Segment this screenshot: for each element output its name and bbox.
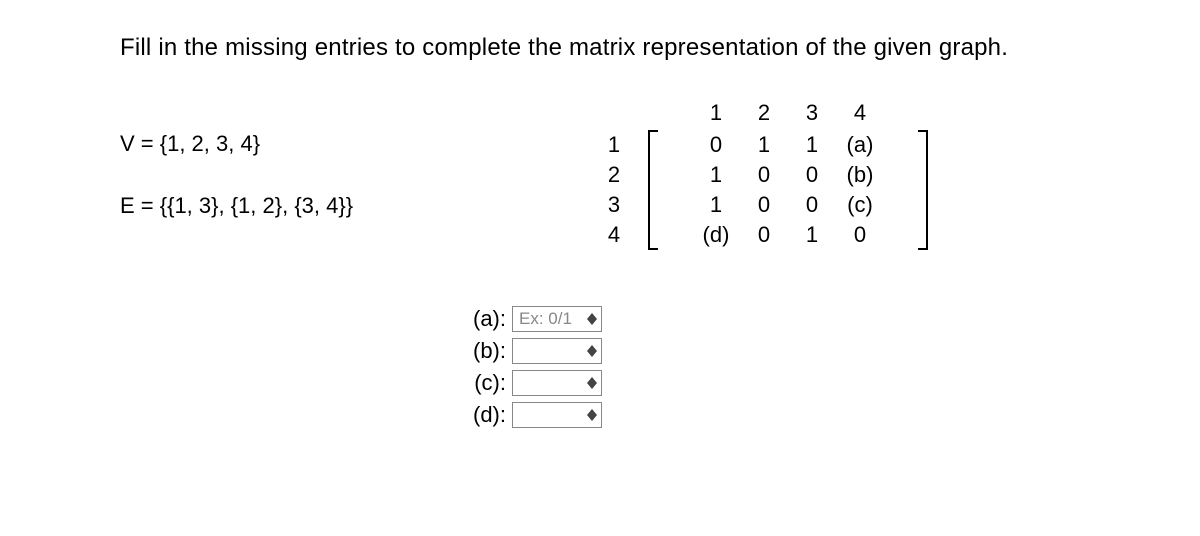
matrix-cell: 0 (692, 130, 740, 160)
matrix-cell: 1 (788, 130, 836, 160)
answer-inputs: (a): Ex: 0/1 (b): (c): (460, 306, 1080, 428)
stepper-icon[interactable] (585, 371, 599, 395)
stepper-icon[interactable] (585, 307, 599, 331)
input-label-a: (a): (460, 306, 506, 332)
stepper-icon[interactable] (585, 403, 599, 427)
answer-input-d[interactable] (512, 402, 602, 428)
matrix-col-header: 3 (788, 98, 836, 130)
answer-input-c[interactable] (512, 370, 602, 396)
matrix-cell: 0 (836, 220, 884, 250)
input-placeholder: Ex: 0/1 (519, 309, 572, 329)
matrix-row-label: 4 (590, 220, 644, 250)
matrix-cell: 0 (788, 190, 836, 220)
matrix-cell: (d) (692, 220, 740, 250)
matrix-col-header: 4 (836, 98, 884, 130)
input-label-d: (d): (460, 402, 506, 428)
matrix-col-header: 2 (740, 98, 788, 130)
matrix-cell: (c) (836, 190, 884, 220)
matrix-cell: 1 (788, 220, 836, 250)
matrix-cell: 0 (740, 190, 788, 220)
matrix-cell: 1 (692, 160, 740, 190)
input-label-b: (b): (460, 338, 506, 364)
matrix-cell: 0 (740, 220, 788, 250)
adjacency-matrix: 1 2 3 4 1 0 1 1 (a) 2 (550, 98, 1080, 250)
matrix-col-header: 1 (692, 98, 740, 130)
matrix-row-label: 3 (590, 190, 644, 220)
matrix-cell: 0 (740, 160, 788, 190)
answer-input-a[interactable]: Ex: 0/1 (512, 306, 602, 332)
matrix-cell: 1 (692, 190, 740, 220)
matrix-cell: 0 (788, 160, 836, 190)
graph-definition: V = {1, 2, 3, 4} E = {{1, 3}, {1, 2}, {3… (120, 98, 550, 247)
stepper-icon[interactable] (585, 339, 599, 363)
vertex-set: V = {1, 2, 3, 4} (120, 124, 550, 164)
matrix-cell: 1 (740, 130, 788, 160)
matrix-row-label: 1 (590, 130, 644, 160)
matrix-cell: (a) (836, 130, 884, 160)
edge-set: E = {{1, 3}, {1, 2}, {3, 4}} (120, 186, 550, 226)
input-label-c: (c): (460, 370, 506, 396)
matrix-row-label: 2 (590, 160, 644, 190)
question-prompt: Fill in the missing entries to complete … (120, 34, 1080, 62)
matrix-cell: (b) (836, 160, 884, 190)
answer-input-b[interactable] (512, 338, 602, 364)
